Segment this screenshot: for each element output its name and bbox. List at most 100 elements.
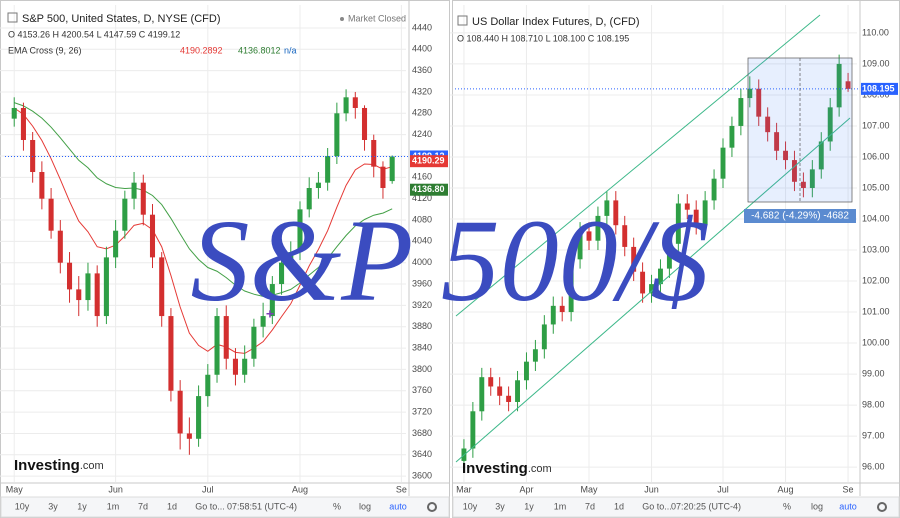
crosshair-marker: + [266, 306, 274, 322]
toolbar-item[interactable]: Go to... [642, 501, 672, 511]
candle-body [622, 225, 628, 247]
toolbar-item[interactable]: % [333, 501, 341, 511]
settings-button[interactable] [427, 502, 437, 512]
x-tick-label: Jul [202, 484, 214, 494]
watermark: Investing.com [462, 460, 552, 477]
candle-body [371, 139, 377, 167]
ema-line [13, 107, 393, 354]
candle-body [315, 182, 321, 189]
candle-body [658, 268, 663, 285]
watermark-part: .com [80, 460, 104, 472]
candle-body [675, 203, 681, 244]
candle-body [541, 324, 547, 350]
price-label: 4190.29 [412, 156, 445, 166]
candle-body [85, 273, 91, 301]
right-panel [452, 0, 900, 518]
x-tick-label: Se [396, 484, 407, 494]
candle-body [765, 116, 771, 133]
candle-body [756, 88, 762, 117]
chart-title: US Dollar Index Futures, D, (CFD) [472, 16, 639, 28]
price-label-box [410, 155, 448, 168]
candle-body [76, 289, 82, 301]
y-tick-label: 101.00 [862, 306, 890, 316]
toolbar-item[interactable]: 10y [463, 501, 478, 511]
y-tick-label: 4280 [412, 108, 432, 118]
toolbar-item[interactable]: 1y [524, 501, 534, 511]
candle-body [269, 284, 275, 317]
price-label-box [861, 82, 898, 95]
candle-body [774, 132, 780, 151]
candle-body [242, 358, 248, 375]
candle-body [57, 230, 63, 263]
candle-body [524, 361, 529, 381]
candle-body [649, 284, 654, 294]
candle-body [747, 88, 753, 99]
toolbar-item[interactable]: auto [839, 501, 857, 511]
settings-button[interactable] [877, 502, 887, 512]
y-tick-label: 3760 [412, 385, 432, 395]
watermark-part: .com [528, 463, 552, 475]
candle-body [827, 107, 833, 142]
toolbar-item[interactable]: 3y [495, 501, 505, 511]
toolbar-item[interactable]: auto [389, 501, 407, 511]
candle-body [809, 169, 815, 188]
toolbar-item[interactable]: 10y [15, 501, 30, 511]
toolbar-item[interactable]: 7d [138, 501, 148, 511]
candle-body [66, 262, 73, 290]
y-tick-label: 98.00 [862, 399, 885, 409]
x-tick-label: Aug [778, 484, 794, 494]
candle-body [666, 243, 672, 269]
candle-body [389, 156, 395, 182]
candle-body [196, 396, 202, 439]
toolbar-item[interactable]: % [783, 501, 791, 511]
ohlc-readout: O 108.440 H 108.710 L 108.100 C 108.195 [457, 33, 629, 43]
candle-body [845, 81, 851, 89]
toolbar-item[interactable]: 1m [554, 501, 567, 511]
toolbar-item[interactable]: 3y [48, 501, 58, 511]
collapse-icon[interactable] [457, 15, 468, 26]
toolbar-item[interactable]: Go to... [195, 501, 225, 511]
left-panel [0, 0, 450, 518]
candle-body [702, 200, 708, 226]
toolbar-item[interactable]: 7d [585, 501, 595, 511]
candle-body [568, 259, 574, 313]
candle-body [131, 182, 137, 199]
candle-body [515, 380, 520, 402]
y-tick-label: 96.00 [862, 461, 885, 471]
candle-body [470, 411, 476, 449]
toolbar [452, 496, 900, 518]
candle-body [586, 231, 592, 241]
collapse-icon[interactable] [7, 12, 18, 23]
toolbar-item[interactable]: log [359, 501, 371, 511]
candle-body [122, 198, 128, 231]
toolbar-item[interactable]: 1d [167, 501, 177, 511]
market-status: Market Closed [348, 13, 406, 23]
toolbar-item[interactable]: 1d [614, 501, 624, 511]
price-label: 4136.80 [412, 184, 445, 194]
candle-body [205, 374, 211, 397]
candle-body [738, 98, 744, 126]
indicator-value: 4136.8012 [238, 45, 281, 55]
candle-body [251, 326, 257, 359]
toolbar-item[interactable]: 1y [77, 501, 87, 511]
y-tick-label: 104.00 [862, 213, 890, 223]
status-dot [340, 17, 344, 21]
toolbar-item[interactable]: 1m [107, 501, 120, 511]
toolbar-item[interactable]: 07:20:25 (UTC-4) [671, 501, 741, 511]
toolbar-item[interactable]: 07:58:51 (UTC-4) [227, 501, 297, 511]
candle-body [729, 125, 735, 148]
candle-body [297, 209, 303, 253]
price-label: 108.195 [862, 83, 895, 93]
measure-label-box [744, 209, 856, 223]
x-tick-label: Jul [717, 484, 729, 494]
candle-body [532, 349, 538, 362]
candle-body [836, 63, 842, 108]
toolbar-item[interactable]: log [811, 501, 823, 511]
x-tick-label: May [580, 484, 598, 494]
y-tick-label: 102.00 [862, 275, 890, 285]
y-tick-label: 3920 [412, 300, 432, 310]
overlay-title: S&P 500/$ [190, 195, 709, 326]
y-tick-label: 3720 [412, 406, 432, 416]
